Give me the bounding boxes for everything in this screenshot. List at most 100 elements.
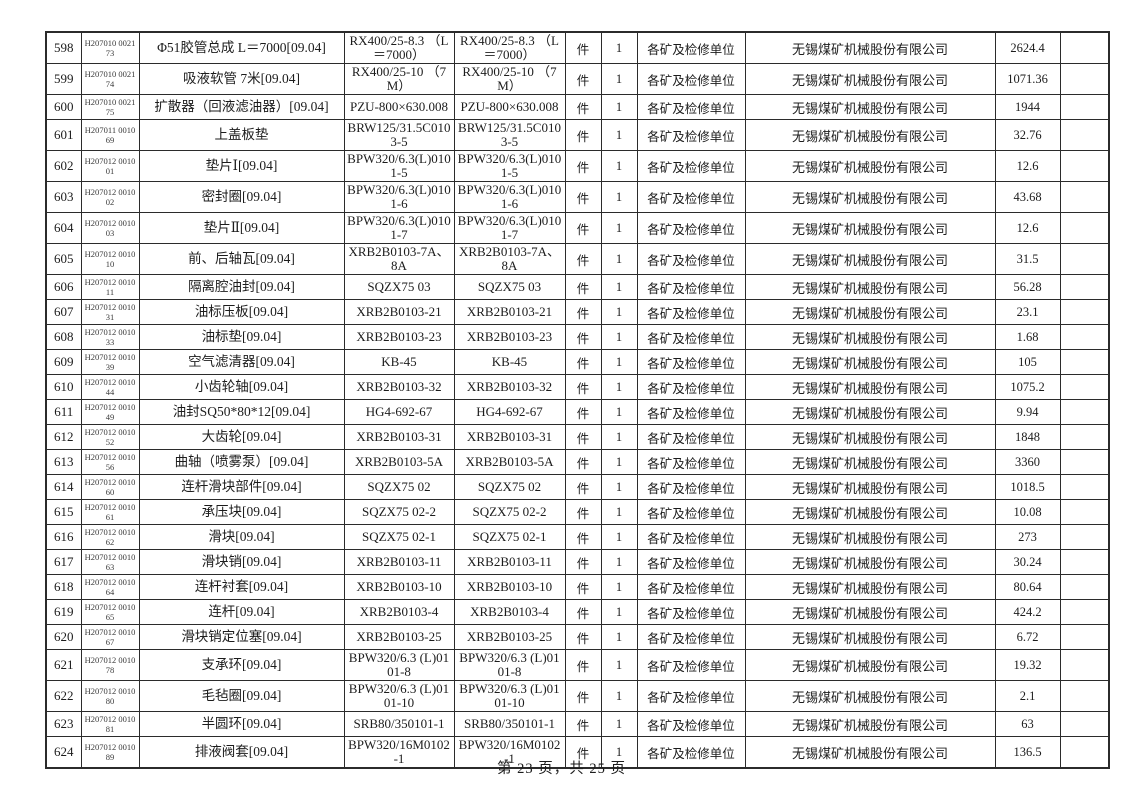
price-cell: 12.6 bbox=[994, 150, 1061, 182]
spec-model-cell-2: RX400/25-10 （7M） bbox=[453, 63, 566, 95]
row-number-cell: 624 bbox=[45, 736, 82, 769]
price-cell: 9.94 bbox=[994, 399, 1061, 425]
material-code-cell: H207012 001044 bbox=[80, 374, 140, 400]
unit-cell: 件 bbox=[564, 150, 602, 182]
material-name-cell: 连杆[09.04] bbox=[138, 599, 345, 625]
material-name-cell: 曲轴（喷雾泵）[09.04] bbox=[138, 449, 345, 475]
spec-model-cell-2: XRB2B0103-5A bbox=[453, 449, 566, 475]
material-name-cell: 连杆衬套[09.04] bbox=[138, 574, 345, 600]
table-row: 622 H207012 001080 毛毡圈[09.04] BPW320/6.3… bbox=[45, 680, 1110, 712]
spec-model-cell: SRB80/350101-1 bbox=[343, 711, 455, 737]
usage-unit-cell: 各矿及检修单位 bbox=[636, 474, 746, 500]
material-code-cell: H207012 001010 bbox=[80, 243, 140, 275]
row-number-cell: 611 bbox=[45, 399, 82, 425]
spec-model-cell: BPW320/6.3(L)0101-6 bbox=[343, 181, 455, 213]
supplier-cell: 无锡煤矿机械股份有限公司 bbox=[744, 711, 996, 737]
row-number-cell: 605 bbox=[45, 243, 82, 275]
price-cell: 1075.2 bbox=[994, 374, 1061, 400]
material-name-cell: 上盖板垫 bbox=[138, 119, 345, 151]
unit-cell: 件 bbox=[564, 499, 602, 525]
price-cell: 12.6 bbox=[994, 212, 1061, 244]
supplier-cell: 无锡煤矿机械股份有限公司 bbox=[744, 574, 996, 600]
supplier-cell: 无锡煤矿机械股份有限公司 bbox=[744, 63, 996, 95]
quantity-cell: 1 bbox=[600, 549, 638, 575]
note-cell bbox=[1059, 599, 1110, 625]
unit-cell: 件 bbox=[564, 624, 602, 650]
usage-unit-cell: 各矿及检修单位 bbox=[636, 649, 746, 681]
note-cell bbox=[1059, 524, 1110, 550]
material-code-cell: H207012 001031 bbox=[80, 299, 140, 325]
table-row: 620 H207012 001067 滑块销定位塞[09.04] XRB2B01… bbox=[45, 624, 1110, 650]
material-name-cell: 承压块[09.04] bbox=[138, 499, 345, 525]
table-row: 610 H207012 001044 小齿轮轴[09.04] XRB2B0103… bbox=[45, 374, 1110, 400]
price-cell: 80.64 bbox=[994, 574, 1061, 600]
usage-unit-cell: 各矿及检修单位 bbox=[636, 324, 746, 350]
row-number-cell: 618 bbox=[45, 574, 82, 600]
material-name-cell: 小齿轮轴[09.04] bbox=[138, 374, 345, 400]
quantity-cell: 1 bbox=[600, 711, 638, 737]
material-code-cell: H207012 001052 bbox=[80, 424, 140, 450]
spec-model-cell: PZU-800×630.008 bbox=[343, 94, 455, 120]
spec-model-cell: XRB2B0103-11 bbox=[343, 549, 455, 575]
parts-table: 598 H207010 002173 Φ51胶管总成 L＝7000[09.04]… bbox=[45, 31, 1110, 769]
supplier-cell: 无锡煤矿机械股份有限公司 bbox=[744, 212, 996, 244]
usage-unit-cell: 各矿及检修单位 bbox=[636, 424, 746, 450]
material-name-cell: 毛毡圈[09.04] bbox=[138, 680, 345, 712]
spec-model-cell: XRB2B0103-21 bbox=[343, 299, 455, 325]
usage-unit-cell: 各矿及检修单位 bbox=[636, 399, 746, 425]
material-code-cell: H207012 001081 bbox=[80, 711, 140, 737]
note-cell bbox=[1059, 94, 1110, 120]
usage-unit-cell: 各矿及检修单位 bbox=[636, 274, 746, 300]
row-number-cell: 610 bbox=[45, 374, 82, 400]
note-cell bbox=[1059, 680, 1110, 712]
note-cell bbox=[1059, 624, 1110, 650]
spec-model-cell-2: SQZX75 03 bbox=[453, 274, 566, 300]
row-number-cell: 614 bbox=[45, 474, 82, 500]
table-row: 599 H207010 002174 吸液软管 7米[09.04] RX400/… bbox=[45, 63, 1110, 95]
note-cell bbox=[1059, 349, 1110, 375]
material-name-cell: 半圆环[09.04] bbox=[138, 711, 345, 737]
supplier-cell: 无锡煤矿机械股份有限公司 bbox=[744, 324, 996, 350]
table-row: 604 H207012 001003 垫片Ⅱ[09.04] BPW320/6.3… bbox=[45, 212, 1110, 244]
row-number-cell: 602 bbox=[45, 150, 82, 182]
supplier-cell: 无锡煤矿机械股份有限公司 bbox=[744, 181, 996, 213]
table-row: 619 H207012 001065 连杆[09.04] XRB2B0103-4… bbox=[45, 599, 1110, 625]
usage-unit-cell: 各矿及检修单位 bbox=[636, 624, 746, 650]
note-cell bbox=[1059, 449, 1110, 475]
supplier-cell: 无锡煤矿机械股份有限公司 bbox=[744, 524, 996, 550]
usage-unit-cell: 各矿及检修单位 bbox=[636, 499, 746, 525]
row-number-cell: 608 bbox=[45, 324, 82, 350]
spec-model-cell-2: XRB2B0103-21 bbox=[453, 299, 566, 325]
material-name-cell: Φ51胶管总成 L＝7000[09.04] bbox=[138, 31, 345, 64]
unit-cell: 件 bbox=[564, 680, 602, 712]
usage-unit-cell: 各矿及检修单位 bbox=[636, 599, 746, 625]
table-row: 611 H207012 001049 油封SQ50*80*12[09.04] H… bbox=[45, 399, 1110, 425]
usage-unit-cell: 各矿及检修单位 bbox=[636, 711, 746, 737]
quantity-cell: 1 bbox=[600, 424, 638, 450]
unit-cell: 件 bbox=[564, 349, 602, 375]
spec-model-cell: BRW125/31.5C0103-5 bbox=[343, 119, 455, 151]
note-cell bbox=[1059, 150, 1110, 182]
row-number-cell: 601 bbox=[45, 119, 82, 151]
supplier-cell: 无锡煤矿机械股份有限公司 bbox=[744, 150, 996, 182]
row-number-cell: 615 bbox=[45, 499, 82, 525]
material-name-cell: 大齿轮[09.04] bbox=[138, 424, 345, 450]
row-number-cell: 609 bbox=[45, 349, 82, 375]
material-name-cell: 前、后轴瓦[09.04] bbox=[138, 243, 345, 275]
price-cell: 2624.4 bbox=[994, 31, 1061, 64]
price-cell: 105 bbox=[994, 349, 1061, 375]
material-code-cell: H207012 001011 bbox=[80, 274, 140, 300]
spec-model-cell: BPW320/6.3 (L)0101-8 bbox=[343, 649, 455, 681]
unit-cell: 件 bbox=[564, 374, 602, 400]
unit-cell: 件 bbox=[564, 274, 602, 300]
spec-model-cell-2: XRB2B0103-11 bbox=[453, 549, 566, 575]
unit-cell: 件 bbox=[564, 324, 602, 350]
usage-unit-cell: 各矿及检修单位 bbox=[636, 119, 746, 151]
usage-unit-cell: 各矿及检修单位 bbox=[636, 349, 746, 375]
quantity-cell: 1 bbox=[600, 274, 638, 300]
usage-unit-cell: 各矿及检修单位 bbox=[636, 212, 746, 244]
spec-model-cell: HG4-692-67 bbox=[343, 399, 455, 425]
spec-model-cell: XRB2B0103-25 bbox=[343, 624, 455, 650]
row-number-cell: 612 bbox=[45, 424, 82, 450]
